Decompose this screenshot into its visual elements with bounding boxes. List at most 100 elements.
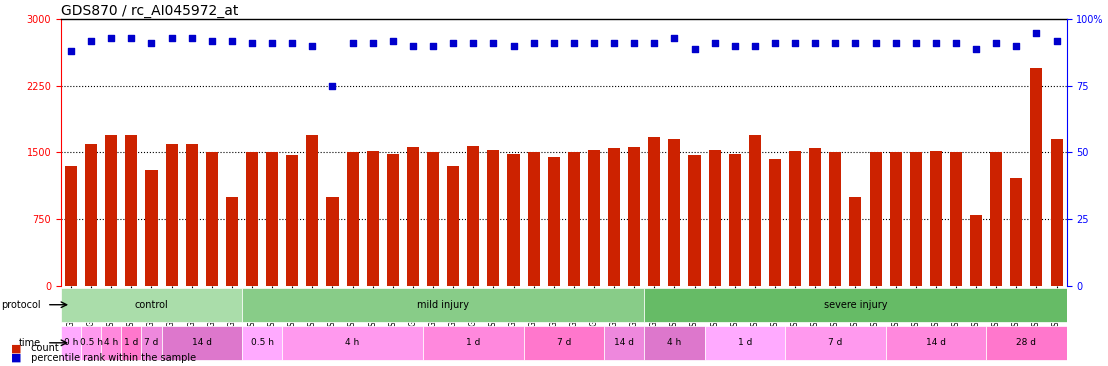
Text: 4 h: 4 h (104, 338, 119, 347)
Bar (246, 153, 258, 286)
Bar (206, 153, 218, 286)
Text: 0.5 h: 0.5 h (80, 338, 103, 347)
Bar (527, 153, 540, 286)
Bar (870, 153, 882, 286)
Point (827, 40, 844, 46)
Point (807, 40, 824, 46)
Bar (1010, 178, 1023, 286)
Text: 14 d: 14 d (192, 338, 212, 347)
FancyBboxPatch shape (885, 326, 986, 360)
Point (565, 40, 583, 46)
Point (324, 83, 341, 89)
Bar (950, 153, 962, 286)
Text: 28 d: 28 d (1016, 338, 1036, 347)
Text: 1 d: 1 d (738, 338, 752, 347)
Point (464, 40, 482, 46)
FancyBboxPatch shape (524, 326, 604, 360)
Bar (186, 143, 197, 286)
Point (82, 38, 100, 44)
Point (907, 40, 925, 46)
Bar (608, 148, 620, 286)
Point (243, 40, 260, 46)
Point (605, 40, 623, 46)
Bar (709, 150, 720, 286)
Text: ■: ■ (11, 352, 21, 362)
Point (304, 43, 321, 49)
Bar (306, 135, 318, 286)
Point (264, 40, 281, 46)
Point (1007, 43, 1025, 49)
Bar (507, 154, 520, 286)
Bar (85, 143, 98, 286)
Bar (286, 155, 298, 286)
Point (102, 35, 120, 41)
Text: protocol: protocol (1, 300, 41, 310)
Bar (488, 150, 500, 286)
Bar (327, 197, 339, 286)
Point (444, 40, 462, 46)
Text: count: count (28, 343, 59, 353)
FancyBboxPatch shape (283, 326, 423, 360)
Point (363, 40, 381, 46)
Bar (910, 153, 922, 286)
Text: 4 h: 4 h (346, 338, 360, 347)
Bar (648, 137, 660, 286)
Text: 7 d: 7 d (828, 338, 842, 347)
Bar (588, 150, 601, 286)
FancyBboxPatch shape (986, 326, 1067, 360)
FancyBboxPatch shape (81, 326, 101, 360)
Point (284, 40, 301, 46)
Bar (991, 153, 1003, 286)
Text: 7 d: 7 d (144, 338, 158, 347)
Bar (769, 158, 781, 286)
Point (766, 40, 783, 46)
Text: mild injury: mild injury (417, 300, 469, 310)
Point (686, 46, 704, 52)
Point (223, 38, 240, 44)
Bar (347, 153, 359, 286)
Text: 0.5 h: 0.5 h (250, 338, 274, 347)
Point (424, 43, 442, 49)
Text: 14 d: 14 d (926, 338, 946, 347)
Bar (367, 151, 379, 286)
Point (203, 38, 220, 44)
Bar (448, 166, 459, 286)
Point (787, 40, 804, 46)
Point (886, 40, 904, 46)
FancyBboxPatch shape (242, 288, 644, 322)
Bar (407, 147, 419, 286)
FancyBboxPatch shape (423, 326, 524, 360)
Bar (125, 135, 137, 286)
Point (967, 46, 985, 52)
Point (484, 40, 502, 46)
Point (504, 43, 522, 49)
Point (525, 40, 543, 46)
Point (646, 40, 664, 46)
Point (746, 43, 763, 49)
Bar (547, 157, 560, 286)
Text: control: control (134, 300, 168, 310)
Bar (567, 153, 579, 286)
Bar (65, 166, 78, 286)
FancyBboxPatch shape (604, 326, 644, 360)
Point (143, 40, 161, 46)
Point (1027, 30, 1045, 36)
Text: severe injury: severe injury (823, 300, 888, 310)
Text: GDS870 / rc_AI045972_at: GDS870 / rc_AI045972_at (61, 4, 238, 18)
Bar (1030, 68, 1043, 286)
Bar (829, 153, 841, 286)
FancyBboxPatch shape (121, 326, 142, 360)
FancyBboxPatch shape (644, 326, 705, 360)
Point (123, 35, 141, 41)
Point (987, 40, 1005, 46)
Point (927, 40, 945, 46)
Bar (145, 170, 157, 286)
Text: 1 d: 1 d (466, 338, 481, 347)
Text: 4 h: 4 h (667, 338, 681, 347)
FancyBboxPatch shape (142, 326, 162, 360)
Point (1048, 38, 1066, 44)
Bar (688, 155, 700, 286)
Text: 0 h: 0 h (64, 338, 79, 347)
Point (666, 35, 684, 41)
Point (404, 43, 422, 49)
